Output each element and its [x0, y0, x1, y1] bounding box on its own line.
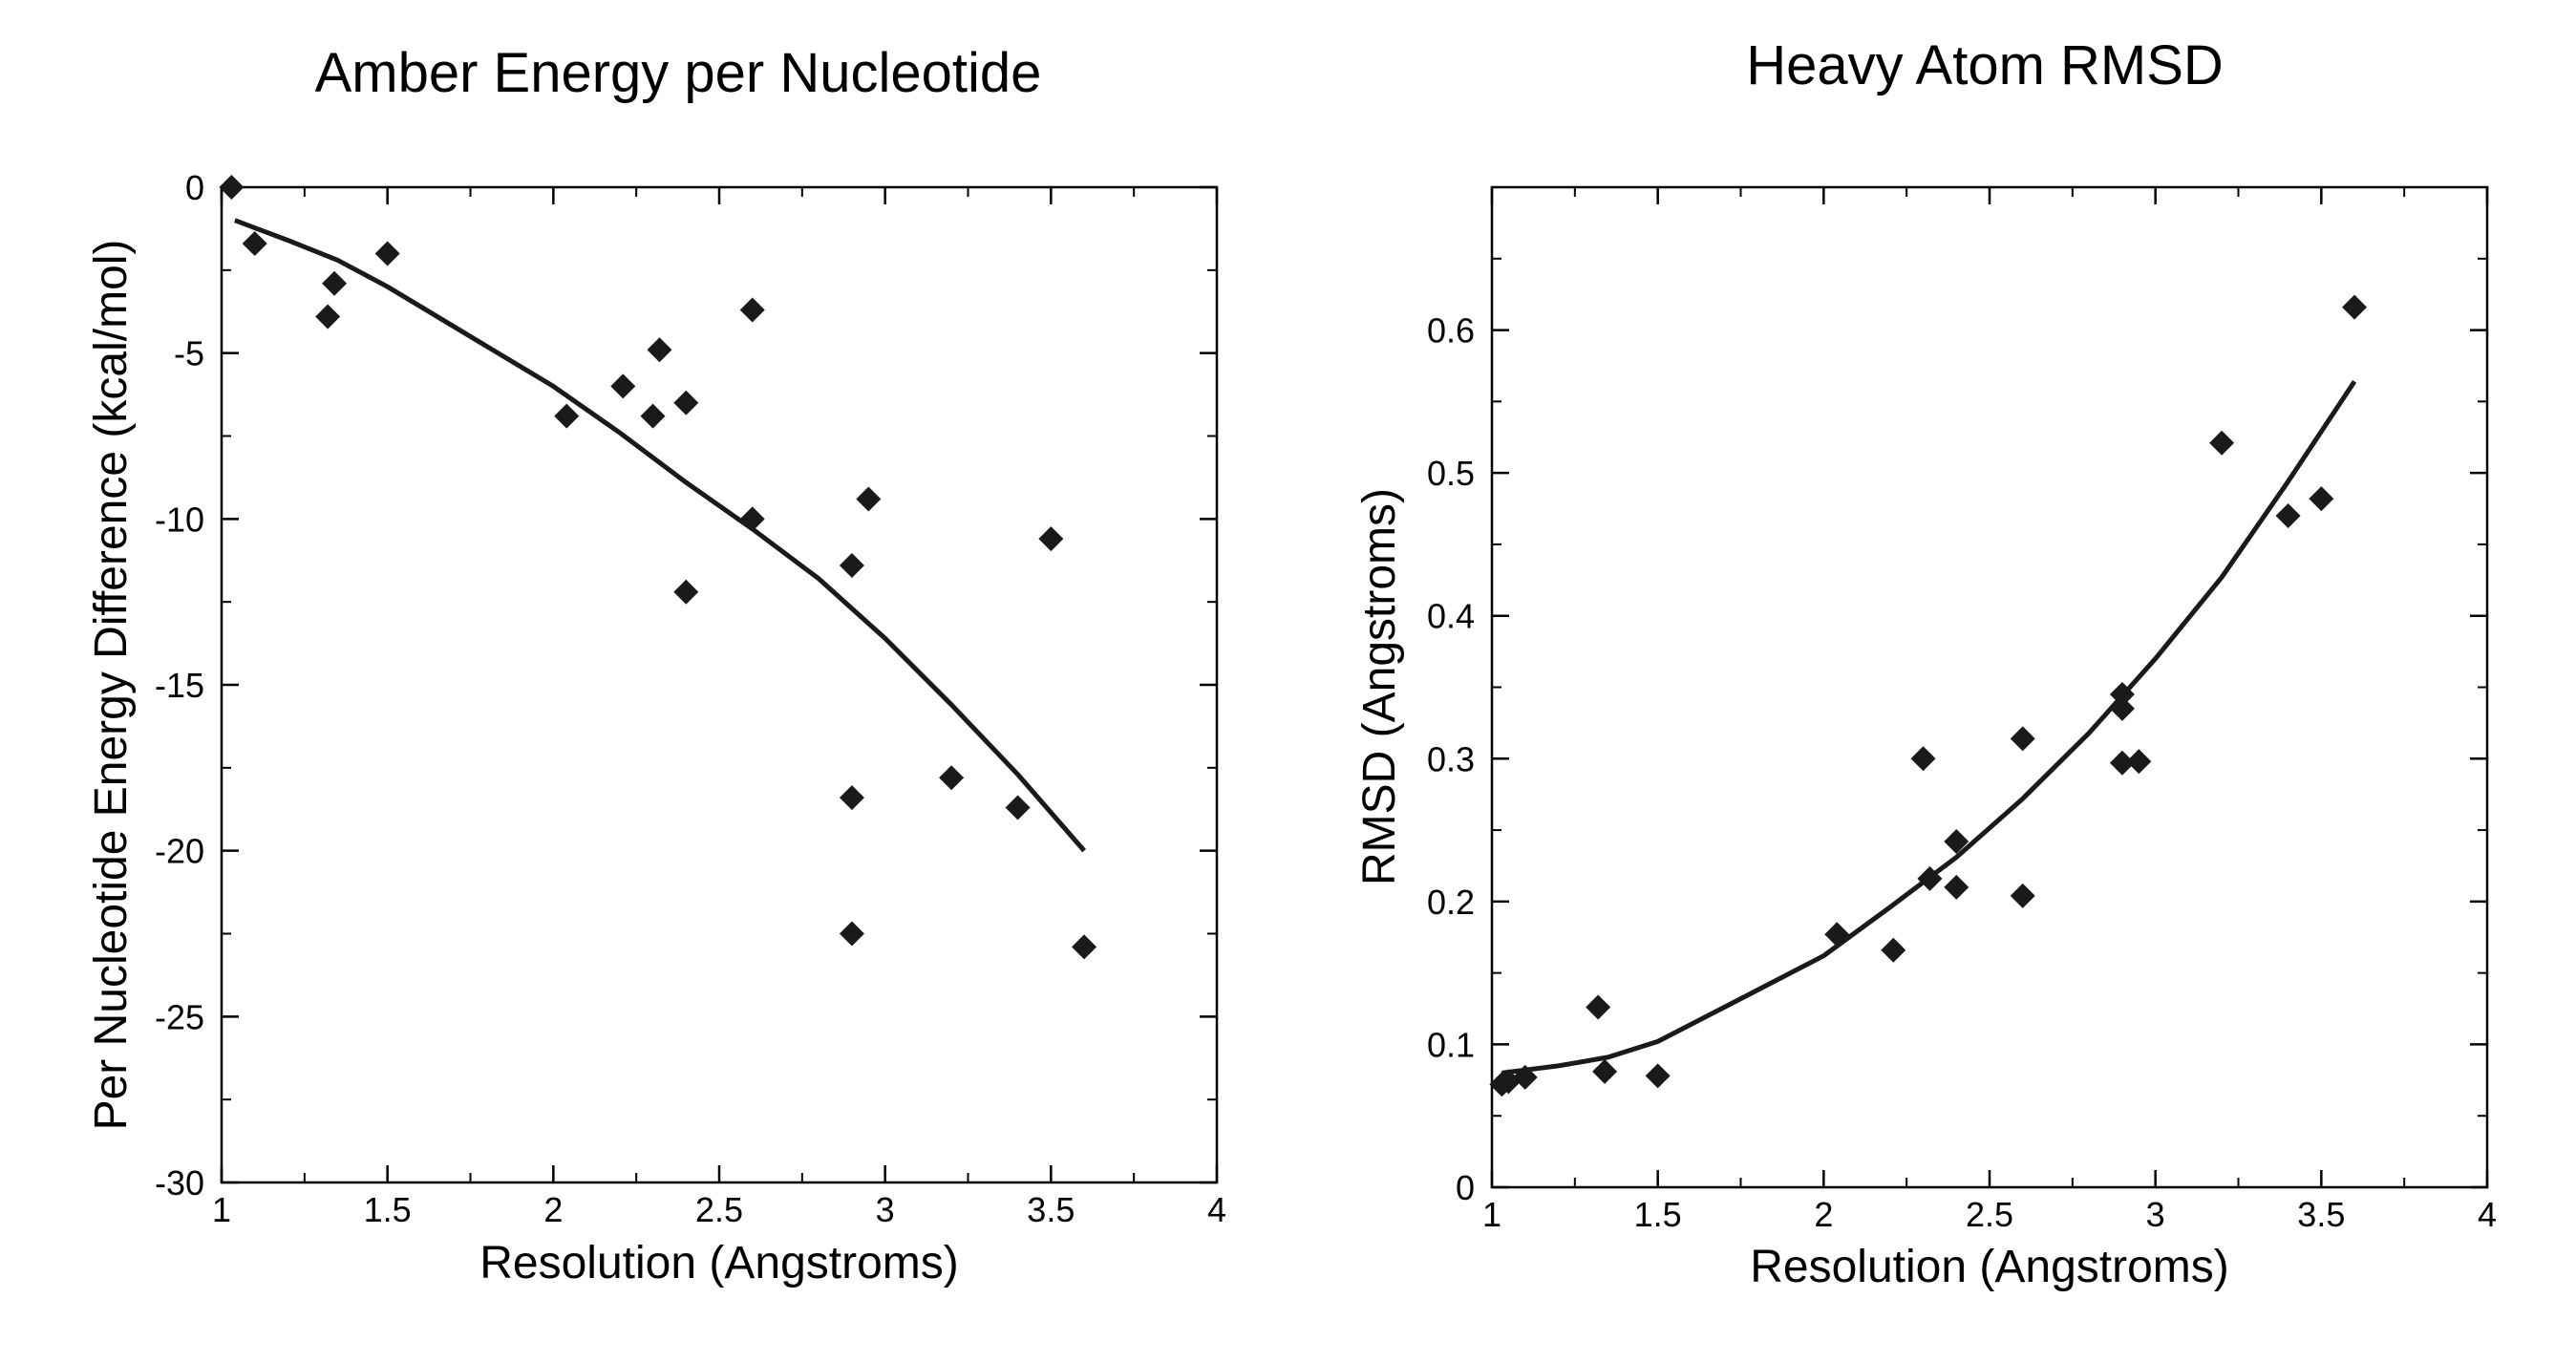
rmsd-y-axis-label: RMSD (Angstroms) — [1354, 488, 1405, 885]
rmsd-data-point — [2010, 883, 2035, 908]
y-tick-label-0p1: 0.1 — [1427, 1025, 1475, 1064]
x-tick-label-3p5: 3.5 — [1027, 1190, 1075, 1229]
rmsd-data-point — [1586, 994, 1611, 1020]
y-tick-label-0p2: 0.2 — [1427, 883, 1475, 922]
y-tick-label-0p6: 0.6 — [1427, 311, 1475, 351]
rmsd-chart-title: Heavy Atom RMSD — [1746, 34, 2224, 96]
x-tick-label-2: 2 — [543, 1190, 563, 1229]
rmsd-x-tick-labels: 1 1.5 2 2.5 3 3.5 4 — [1482, 1195, 2497, 1234]
rmsd-data-point — [2010, 726, 2035, 752]
rmsd-data-point — [2126, 749, 2152, 775]
rmsd-data-point — [2109, 695, 2135, 721]
energy-x-axis-label: Resolution (Angstroms) — [479, 1238, 959, 1288]
x-tick-label-1p5: 1.5 — [1634, 1195, 1682, 1234]
y-tick-label-neg10: -10 — [155, 500, 204, 539]
x-tick-label-2p5: 2.5 — [1966, 1195, 2013, 1234]
rmsd-chart: Heavy Atom RMSD 1 1.5 2 2.5 3 3.5 4 0 0.1 0.2 0.3… — [1354, 34, 2497, 1292]
x-tick-label-2: 2 — [1814, 1195, 1833, 1234]
rmsd-data-point — [1824, 922, 1850, 948]
y-tick-label-neg20: -20 — [155, 832, 204, 871]
energy-x-tick-labels: 1 1.5 2 2.5 3 3.5 4 — [212, 1190, 1226, 1229]
y-tick-label-0: 0 — [1456, 1168, 1475, 1207]
energy-data-point — [1038, 526, 1064, 552]
x-tick-label-1p5: 1.5 — [364, 1190, 412, 1229]
energy-y-tick-labels: 0 -5 -10 -15 -20 -25 -30 — [155, 168, 204, 1203]
energy-data-point — [673, 390, 699, 415]
energy-data-point — [647, 337, 672, 363]
x-tick-label-3p5: 3.5 — [2297, 1195, 2345, 1234]
y-tick-label-0p5: 0.5 — [1427, 454, 1475, 493]
energy-data-point — [219, 175, 245, 200]
energy-data-points — [219, 175, 1097, 960]
rmsd-data-point — [1592, 1058, 1618, 1084]
energy-data-point — [242, 231, 267, 257]
energy-data-point — [739, 297, 765, 323]
rmsd-data-point — [2109, 750, 2135, 776]
energy-data-point — [374, 241, 400, 266]
rmsd-data-point — [1917, 865, 1943, 891]
rmsd-data-points — [1489, 294, 2368, 1097]
energy-data-point — [554, 403, 580, 429]
y-tick-label-neg5: -5 — [174, 334, 204, 373]
energy-data-point — [839, 921, 864, 947]
rmsd-data-point — [2309, 486, 2334, 512]
rmsd-data-point — [1944, 874, 1969, 900]
x-tick-label-4: 4 — [2478, 1195, 2497, 1234]
rmsd-data-point — [2109, 681, 2135, 707]
energy-data-point — [673, 579, 699, 605]
energy-data-point — [939, 765, 965, 791]
energy-y-axis-label: Per Nucleotide Energy Difference (kcal/m… — [86, 240, 137, 1131]
y-tick-label-neg15: -15 — [155, 666, 204, 705]
rmsd-data-point — [1881, 937, 1906, 963]
energy-fit-line — [234, 218, 1086, 853]
energy-data-point — [640, 403, 666, 429]
x-tick-label-1: 1 — [1482, 1195, 1501, 1234]
x-tick-label-3: 3 — [2146, 1195, 2165, 1234]
rmsd-data-point — [2275, 503, 2301, 529]
energy-data-point — [739, 506, 765, 532]
energy-data-point — [839, 552, 864, 578]
rmsd-data-point — [1512, 1064, 1538, 1090]
energy-data-point — [839, 785, 864, 811]
rmsd-x-axis-label: Resolution (Angstroms) — [1750, 1242, 2229, 1292]
rmsd-data-point — [1944, 829, 1969, 855]
x-tick-label-3: 3 — [876, 1190, 895, 1229]
y-tick-label-neg25: -25 — [155, 997, 204, 1036]
energy-data-point — [322, 270, 348, 296]
y-tick-label-0p3: 0.3 — [1427, 739, 1475, 778]
energy-data-point — [1072, 934, 1097, 960]
energy-data-point — [1005, 795, 1031, 820]
energy-chart-title: Amber Energy per Nucleotide — [315, 42, 1042, 104]
x-tick-label-4: 4 — [1207, 1190, 1226, 1229]
energy-data-point — [856, 486, 882, 512]
rmsd-data-point — [1645, 1063, 1671, 1089]
rmsd-data-point — [2342, 294, 2368, 320]
x-tick-label-1: 1 — [212, 1190, 231, 1229]
energy-axis-ticks — [220, 185, 1219, 1184]
energy-data-point — [610, 373, 636, 399]
rmsd-data-point — [2209, 430, 2235, 456]
y-tick-label-0p4: 0.4 — [1427, 597, 1475, 636]
energy-data-point — [315, 304, 341, 330]
rmsd-axis-ticks — [1490, 186, 2489, 1189]
y-tick-label-neg30: -30 — [155, 1163, 204, 1203]
y-tick-label-0: 0 — [185, 168, 204, 207]
rmsd-data-point — [1910, 746, 1936, 772]
rmsd-y-tick-labels: 0 0.1 0.2 0.3 0.4 0.5 0.6 — [1427, 311, 1475, 1207]
energy-chart: Amber Energy per Nucleotide 1 1.5 2 2.5 3 3.5… — [86, 42, 1226, 1288]
x-tick-label-2p5: 2.5 — [695, 1190, 743, 1229]
